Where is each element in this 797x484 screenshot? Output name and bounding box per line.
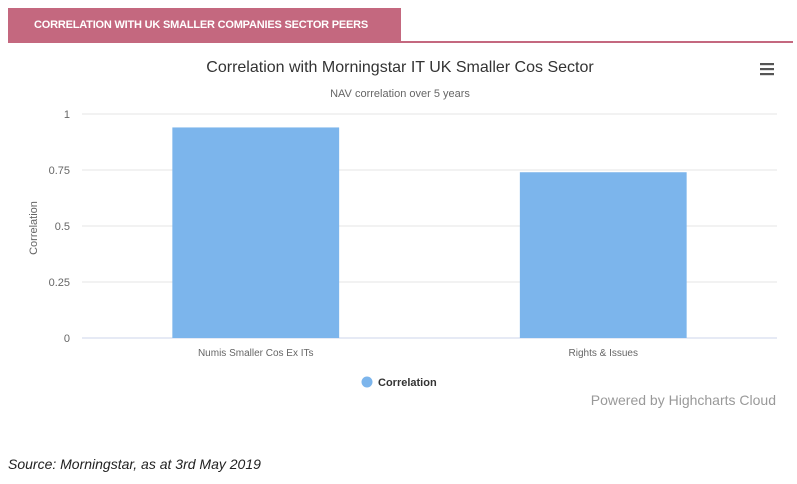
chart-menu-button[interactable]	[755, 58, 779, 80]
section-header: CORRELATION WITH UK SMALLER COMPANIES SE…	[8, 8, 401, 41]
y-tick-label: 0.25	[49, 277, 70, 289]
hamburger-menu-icon[interactable]	[760, 63, 774, 76]
legend-marker[interactable]	[361, 376, 373, 388]
y-tick-label: 0.75	[49, 165, 70, 177]
section-header-title: CORRELATION WITH UK SMALLER COMPANIES SE…	[34, 18, 369, 31]
bar[interactable]	[519, 172, 687, 338]
y-axis-ticks: 0 0.25 0.5 0.75 1	[49, 109, 70, 345]
y-tick-label: 0.5	[55, 221, 70, 233]
correlation-chart: Correlation with Morningstar IT UK Small…	[28, 58, 779, 408]
y-tick-label: 0	[64, 333, 70, 345]
legend[interactable]: Correlation	[361, 376, 437, 390]
chart-container: Correlation with Morningstar IT UK Small…	[0, 43, 797, 413]
x-axis-ticks: Numis Smaller Cos Ex ITs Rights & Issues	[198, 348, 638, 359]
chart-title: Correlation with Morningstar IT UK Small…	[206, 59, 594, 76]
chart-credits[interactable]: Powered by Highcharts Cloud	[591, 392, 776, 408]
chart-subtitle: NAV correlation over 5 years	[330, 88, 470, 100]
y-tick-label: 1	[64, 109, 70, 121]
y-axis-title: Correlation	[28, 201, 40, 255]
source-note: Source: Morningstar, as at 3rd May 2019	[8, 456, 261, 472]
bar-series	[172, 127, 687, 338]
x-tick-label: Rights & Issues	[569, 348, 638, 359]
legend-label[interactable]: Correlation	[378, 377, 437, 389]
bar[interactable]	[172, 127, 340, 338]
header-divider	[8, 41, 793, 43]
x-tick-label: Numis Smaller Cos Ex ITs	[198, 348, 314, 359]
